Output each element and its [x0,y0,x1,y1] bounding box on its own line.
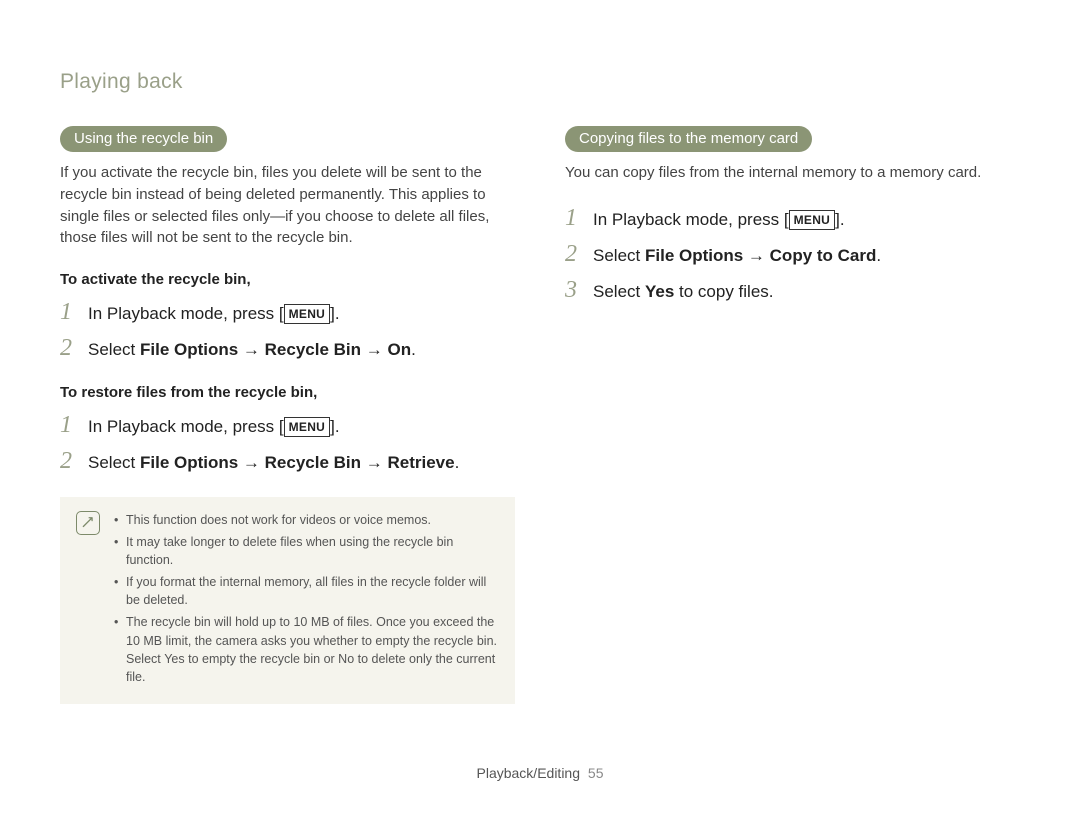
page-title: Playing back [60,70,1020,94]
option-no: No [338,652,354,666]
step-text: Select File Options → Recycle Bin → Retr… [88,452,459,475]
step-text: In Playback mode, press [MENU]. [88,416,340,439]
menu-path: File Options → Recycle Bin → Retrieve [140,453,455,472]
text-fragment: ]. [330,304,339,323]
section-pill-copy-files: Copying files to the memory card [565,126,812,152]
step-row: 2 Select File Options → Recycle Bin → On… [60,336,515,362]
option-yes: Yes [645,282,674,301]
step-number: 2 [60,449,88,473]
menu-path: File Options → Copy to Card [645,246,876,265]
note-list: This function does not work for videos o… [114,511,497,690]
text-fragment: . [876,246,881,265]
page-footer: Playback/Editing 55 [0,765,1080,781]
text-fragment: In Playback mode, press [ [88,304,284,323]
right-column: Copying files to the memory card You can… [565,126,1020,704]
section-pill-recycle-bin: Using the recycle bin [60,126,227,152]
note-item: The recycle bin will hold up to 10 MB of… [114,613,497,686]
intro-paragraph: If you activate the recycle bin, files y… [60,162,515,249]
note-item: If you format the internal memory, all f… [114,573,497,609]
step-number: 2 [60,336,88,360]
text-fragment: ]. [330,417,339,436]
step-row: 3 Select Yes to copy files. [565,278,1020,304]
note-box: This function does not work for videos o… [60,497,515,704]
menu-button-label: MENU [789,210,836,230]
step-number: 1 [565,206,593,230]
step-text: Select File Options → Recycle Bin → On. [88,339,416,362]
note-item: It may take longer to delete files when … [114,533,497,569]
footer-page-number: 55 [588,765,604,781]
menu-button-label: MENU [284,417,331,437]
menu-button-label: MENU [284,304,331,324]
text-fragment: to copy files. [674,282,773,301]
step-row: 1 In Playback mode, press [MENU]. [565,206,1020,232]
text-fragment: . [411,340,416,359]
steps-copy: 1 In Playback mode, press [MENU]. 2 Sele… [565,206,1020,304]
intro-paragraph: You can copy files from the internal mem… [565,162,1020,184]
step-row: 1 In Playback mode, press [MENU]. [60,300,515,326]
text-fragment: to empty the recycle bin or [185,652,339,666]
step-text: Select File Options → Copy to Card. [593,245,881,268]
steps-restore: 1 In Playback mode, press [MENU]. 2 Sele… [60,413,515,475]
step-number: 2 [565,242,593,266]
subhead-restore: To restore files from the recycle bin, [60,384,515,401]
text-fragment: In Playback mode, press [ [593,210,789,229]
step-row: 1 In Playback mode, press [MENU]. [60,413,515,439]
step-text: In Playback mode, press [MENU]. [88,303,340,326]
text-fragment: Select [593,282,645,301]
menu-path: File Options → Recycle Bin → On [140,340,411,359]
steps-activate: 1 In Playback mode, press [MENU]. 2 Sele… [60,300,515,362]
left-column: Using the recycle bin If you activate th… [60,126,515,704]
step-row: 2 Select File Options → Copy to Card. [565,242,1020,268]
text-fragment: . [455,453,460,472]
step-text: Select Yes to copy files. [593,281,774,304]
content-columns: Using the recycle bin If you activate th… [60,126,1020,704]
text-fragment: ]. [835,210,844,229]
text-fragment: Select [593,246,645,265]
subhead-activate: To activate the recycle bin, [60,271,515,288]
text-fragment: In Playback mode, press [ [88,417,284,436]
note-item: This function does not work for videos o… [114,511,497,529]
text-fragment: Select [88,340,140,359]
step-number: 1 [60,413,88,437]
text-fragment: Select [88,453,140,472]
note-icon [76,511,100,535]
step-number: 3 [565,278,593,302]
footer-section: Playback/Editing [477,765,581,781]
step-row: 2 Select File Options → Recycle Bin → Re… [60,449,515,475]
step-text: In Playback mode, press [MENU]. [593,209,845,232]
step-number: 1 [60,300,88,324]
option-yes: Yes [164,652,184,666]
